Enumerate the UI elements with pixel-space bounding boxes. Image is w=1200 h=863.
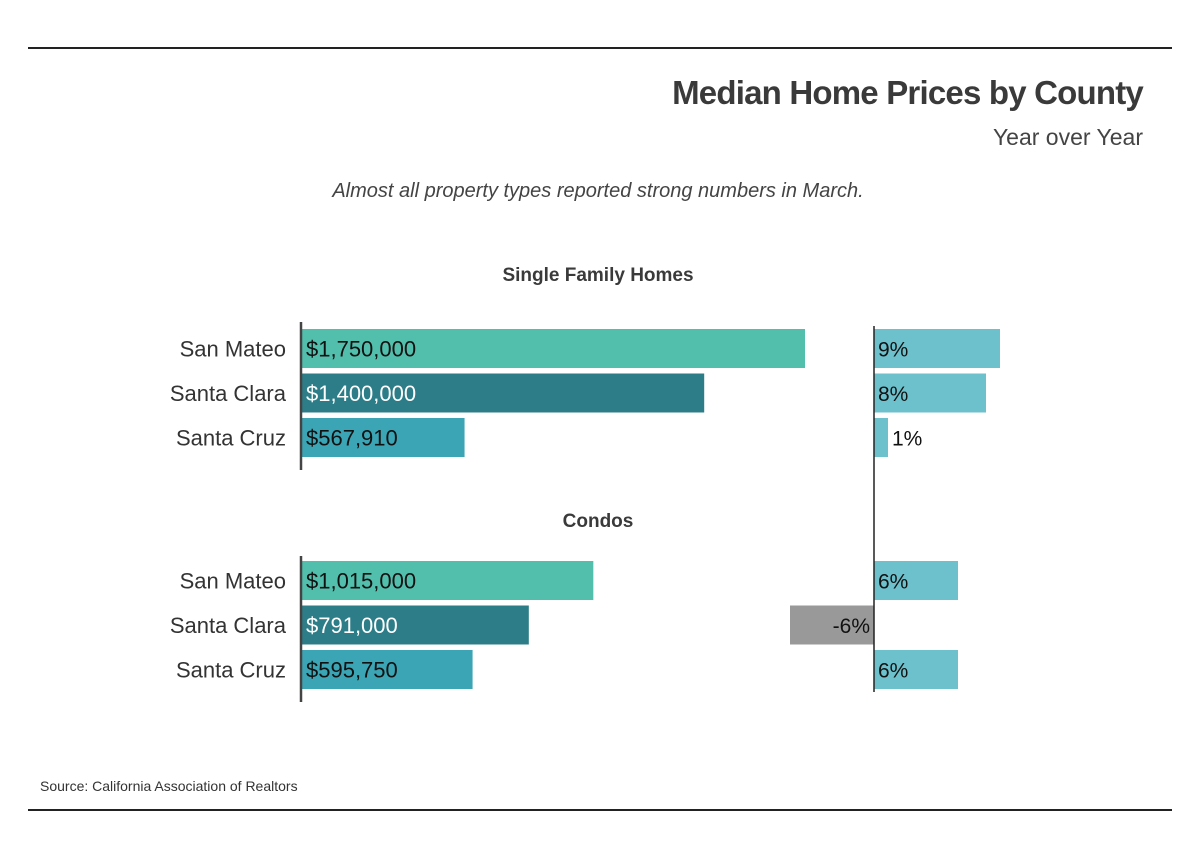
condos-price-label-santa-clara: $791,000 (306, 613, 398, 638)
single-family-homes-price-bar-santa-clara (301, 373, 705, 413)
condos-county-label-santa-cruz: Santa Cruz (176, 658, 286, 683)
single-family-homes-change-label-santa-clara: 8% (878, 383, 908, 406)
condos-county-label-san-mateo: San Mateo (180, 569, 286, 594)
single-family-homes-change-bar-san-mateo (874, 329, 1000, 368)
condos-change-label-san-mateo: 6% (878, 571, 908, 594)
condos-county-label-santa-clara: Santa Clara (170, 613, 287, 638)
single-family-homes-price-bar-santa-cruz (301, 418, 465, 457)
single-family-homes-price-label-santa-cruz: $567,910 (306, 426, 398, 451)
condos-price-bar-santa-cruz (301, 650, 473, 689)
bottom-rule (28, 809, 1172, 811)
condos-price-label-san-mateo: $1,015,000 (306, 569, 416, 594)
single-family-homes-change-bar-santa-cruz (874, 418, 888, 457)
chart-subtitle: Year over Year (992, 124, 1143, 150)
single-family-homes-county-label-san-mateo: San Mateo (180, 337, 286, 362)
condos-change-bar-santa-clara (790, 605, 874, 645)
condos-change-label-santa-clara: -6% (833, 615, 870, 638)
chart-title: Median Home Prices by County (672, 74, 1144, 111)
condos-price-bar-santa-clara (301, 605, 529, 645)
source-note: Source: California Association of Realto… (40, 778, 298, 794)
top-rule (28, 47, 1172, 49)
condos-change-label-santa-cruz: 6% (878, 660, 908, 683)
condos-price-bar-san-mateo (301, 561, 594, 600)
condos-change-bar-santa-cruz (874, 650, 958, 689)
chart-note: Almost all property types reported stron… (332, 180, 864, 202)
single-family-homes-section-title: Single Family Homes (502, 265, 693, 286)
single-family-homes-change-bar-santa-clara (874, 373, 986, 413)
single-family-homes-change-label-san-mateo: 9% (878, 339, 908, 362)
single-family-homes-county-label-santa-cruz: Santa Cruz (176, 426, 286, 451)
condos-change-bar-san-mateo (874, 561, 958, 600)
single-family-homes-price-label-san-mateo: $1,750,000 (306, 337, 416, 362)
single-family-homes-price-label-santa-clara: $1,400,000 (306, 381, 416, 406)
condos-price-label-santa-cruz: $595,750 (306, 658, 398, 683)
single-family-homes-county-label-santa-clara: Santa Clara (170, 381, 287, 406)
single-family-homes-price-bar-san-mateo (301, 329, 805, 368)
condos-section-title: Condos (563, 511, 634, 532)
single-family-homes-change-label-santa-cruz: 1% (892, 428, 922, 451)
